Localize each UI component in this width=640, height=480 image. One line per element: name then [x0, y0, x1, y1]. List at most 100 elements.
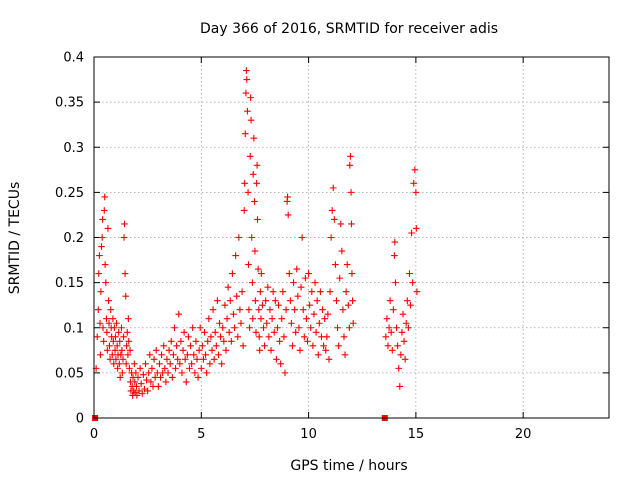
data-point [263, 319, 271, 327]
data-point [278, 315, 286, 323]
data-point [247, 116, 255, 124]
data-point [208, 347, 216, 354]
data-point [321, 315, 328, 323]
data-point [140, 371, 147, 378]
data-point [126, 347, 134, 354]
data-point [157, 374, 164, 381]
data-point [251, 247, 259, 255]
data-point [182, 378, 190, 386]
data-point [111, 347, 119, 354]
data-point [284, 193, 291, 201]
data-point [116, 360, 123, 368]
data-point [221, 301, 229, 309]
data-point [187, 342, 194, 350]
data-point [119, 356, 127, 363]
data-point [408, 229, 415, 237]
x-tick-label: 5 [197, 427, 205, 442]
data-point [255, 333, 263, 341]
data-point [192, 337, 200, 345]
data-point [226, 297, 234, 304]
data-point [120, 333, 127, 341]
data-point [398, 328, 406, 336]
data-point [142, 360, 149, 368]
data-point [145, 369, 153, 377]
data-point [384, 342, 392, 350]
data-point [304, 337, 311, 345]
data-point [238, 288, 246, 295]
data-point [109, 315, 117, 323]
data-point [348, 270, 356, 277]
data-point [101, 207, 108, 214]
data-point [243, 67, 250, 74]
data-point [150, 356, 158, 363]
data-point [205, 315, 213, 323]
data-point [234, 333, 242, 341]
data-point [314, 351, 322, 359]
data-point [209, 306, 217, 313]
x-axis-label: GPS time / hours [290, 458, 407, 474]
data-point [394, 342, 401, 350]
data-point [98, 234, 106, 241]
data-point [248, 234, 256, 241]
data-point [177, 337, 185, 345]
data-point [185, 333, 192, 341]
data-point [165, 347, 173, 354]
data-point [275, 301, 282, 309]
data-point [95, 270, 103, 277]
data-point [194, 374, 202, 381]
data-point [328, 207, 336, 214]
data-point [122, 360, 130, 368]
data-point [138, 390, 146, 397]
data-point [163, 356, 171, 363]
data-point [121, 270, 129, 277]
data-point [114, 365, 121, 372]
data-point [339, 306, 347, 313]
data-point [169, 374, 176, 381]
data-point [116, 374, 124, 381]
data-point [313, 297, 321, 304]
y-tick-label: 0.3 [63, 141, 84, 156]
data-point [96, 252, 103, 259]
data-point [112, 333, 119, 341]
data-point [104, 225, 112, 232]
data-point [325, 356, 333, 363]
data-point [103, 315, 110, 323]
data-point [195, 347, 203, 354]
chart-title: Day 366 of 2016, SRMTID for receiver adi… [200, 21, 498, 37]
data-point [261, 342, 268, 350]
data-point [390, 306, 397, 313]
data-point [210, 356, 218, 363]
data-point [233, 292, 240, 300]
y-tick-label: 0 [76, 412, 84, 427]
data-point [346, 162, 354, 169]
data-point [237, 319, 245, 327]
data-point [122, 292, 130, 300]
data-point [405, 324, 412, 332]
data-point [253, 162, 261, 169]
data-point [401, 356, 409, 363]
data-point [268, 315, 276, 323]
data-point [254, 216, 261, 223]
data-point [265, 333, 273, 341]
data-point [131, 360, 138, 368]
data-point [406, 270, 413, 277]
data-point [323, 333, 331, 341]
data-point [115, 328, 122, 336]
data-point [249, 279, 256, 286]
data-point [93, 333, 101, 341]
data-point [289, 342, 296, 350]
data-point [347, 189, 355, 196]
data-point [342, 288, 350, 295]
data-point [341, 351, 349, 359]
data-point [188, 360, 195, 368]
data-point [331, 216, 338, 223]
y-tick-label: 0.4 [63, 51, 84, 66]
data-point [94, 306, 102, 313]
data-point [113, 319, 120, 327]
data-point [254, 265, 262, 273]
data-point [385, 324, 393, 332]
data-point [117, 351, 125, 359]
data-point [293, 265, 301, 273]
data-point [231, 324, 238, 332]
